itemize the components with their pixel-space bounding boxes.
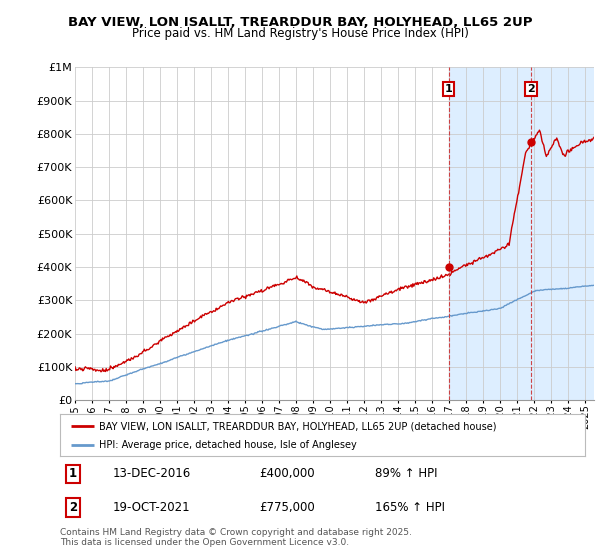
- Text: 1: 1: [445, 84, 452, 94]
- Text: Price paid vs. HM Land Registry's House Price Index (HPI): Price paid vs. HM Land Registry's House …: [131, 27, 469, 40]
- Text: HPI: Average price, detached house, Isle of Anglesey: HPI: Average price, detached house, Isle…: [100, 440, 357, 450]
- Text: 2: 2: [527, 84, 535, 94]
- Bar: [449, 67, 594, 400]
- Text: 165% ↑ HPI: 165% ↑ HPI: [375, 501, 445, 514]
- Text: 2: 2: [69, 501, 77, 514]
- Text: BAY VIEW, LON ISALLT, TREARDDUR BAY, HOLYHEAD, LL65 2UP (detached house): BAY VIEW, LON ISALLT, TREARDDUR BAY, HOL…: [100, 421, 497, 431]
- Text: Contains HM Land Registry data © Crown copyright and database right 2025.
This d: Contains HM Land Registry data © Crown c…: [60, 528, 412, 547]
- Text: 13-DEC-2016: 13-DEC-2016: [113, 467, 191, 480]
- Text: 1: 1: [69, 467, 77, 480]
- Text: £400,000: £400,000: [260, 467, 315, 480]
- Text: 19-OCT-2021: 19-OCT-2021: [113, 501, 190, 514]
- Text: £775,000: £775,000: [260, 501, 315, 514]
- Text: BAY VIEW, LON ISALLT, TREARDDUR BAY, HOLYHEAD, LL65 2UP: BAY VIEW, LON ISALLT, TREARDDUR BAY, HOL…: [68, 16, 532, 29]
- Text: 89% ↑ HPI: 89% ↑ HPI: [375, 467, 437, 480]
